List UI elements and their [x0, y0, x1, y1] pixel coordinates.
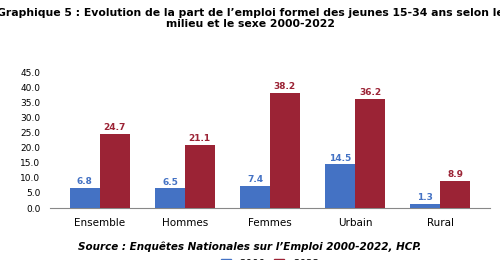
Bar	[270, 93, 300, 208]
Text: 21.1: 21.1	[188, 134, 211, 143]
Text: 8.9: 8.9	[447, 171, 463, 179]
Text: Source : Enquêtes Nationales sur l’Emploi 2000-2022, HCP.: Source : Enquêtes Nationales sur l’Emplo…	[78, 242, 422, 252]
Text: 6.5: 6.5	[162, 178, 178, 187]
Text: 24.7: 24.7	[104, 123, 126, 132]
Bar	[70, 187, 100, 208]
Bar	[240, 186, 270, 208]
Bar	[155, 188, 185, 208]
Text: 7.4: 7.4	[247, 175, 263, 184]
Legend: 2000, 2022: 2000, 2022	[216, 255, 324, 260]
Bar	[410, 204, 440, 208]
Text: 38.2: 38.2	[274, 82, 296, 92]
Text: Graphique 5 : Evolution de la part de l’emploi formel des jeunes 15-34 ans selon: Graphique 5 : Evolution de la part de l’…	[0, 8, 500, 29]
Bar	[100, 134, 130, 208]
Text: 36.2: 36.2	[359, 88, 381, 98]
Bar	[326, 164, 355, 208]
Bar	[355, 99, 385, 208]
Bar	[440, 181, 470, 208]
Bar	[185, 145, 214, 208]
Text: 1.3: 1.3	[418, 193, 434, 202]
Text: 6.8: 6.8	[77, 177, 93, 186]
Text: 14.5: 14.5	[329, 154, 351, 163]
